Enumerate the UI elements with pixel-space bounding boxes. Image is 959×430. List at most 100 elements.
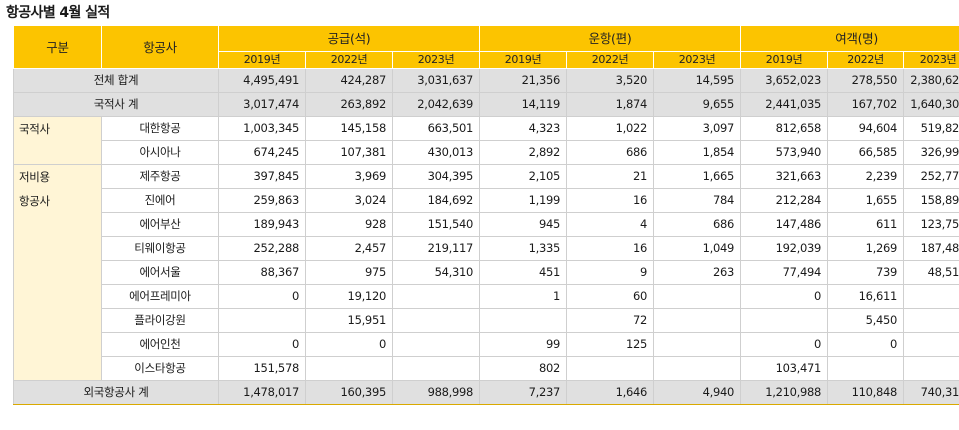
table-cell: 573,940 xyxy=(740,140,829,165)
header-year: 2019년 xyxy=(218,51,306,69)
table-cell: 0 xyxy=(218,284,306,309)
table-cell xyxy=(391,284,481,309)
table-cell: 123,757 xyxy=(903,212,959,237)
table-cell: 424,287 xyxy=(305,68,393,93)
table-cell: 304,395 xyxy=(391,164,481,189)
table-cell: 151,540 xyxy=(391,212,481,237)
table-cell: 3,017,474 xyxy=(218,92,306,117)
header-supply-seats: 공급(석) xyxy=(217,25,481,52)
table-cell: 2,457 xyxy=(305,236,393,261)
airline-name: 대한항공 xyxy=(101,116,219,141)
table-row: 국적사 대한항공 1,003,345 145,158 663,501 4,323 1,022… xyxy=(13,116,959,165)
airline-name: 진에어 xyxy=(101,188,219,213)
table-cell: 110,848 xyxy=(827,380,905,405)
airline-name: 에어부산 xyxy=(101,212,219,237)
airline-name: 아시아나 xyxy=(101,140,219,165)
table-cell: 4,940 xyxy=(653,380,742,405)
table-cell xyxy=(653,284,742,309)
table-cell: 77,494 xyxy=(740,260,829,285)
table-cell: 4,495,491 xyxy=(218,68,306,93)
table-cell: 14,595 xyxy=(653,68,742,93)
table-cell: 192,039 xyxy=(740,236,829,261)
table-cell: 14,119 xyxy=(479,92,568,117)
table-cell xyxy=(903,356,959,381)
table-cell: 1,335 xyxy=(479,236,568,261)
table-cell xyxy=(740,308,829,333)
table-row: 이스타항공 151,578 802 103,471 xyxy=(14,356,959,381)
table-cell: 72 xyxy=(566,308,655,333)
table-cell xyxy=(305,356,393,381)
table-cell xyxy=(903,284,959,309)
table-cell xyxy=(653,356,742,381)
table-cell: 686 xyxy=(566,140,655,165)
header-category: 구분 xyxy=(13,25,102,69)
header-year: 2023년 xyxy=(903,51,959,69)
airline-name: 제주항공 xyxy=(101,164,219,189)
header-year: 2022년 xyxy=(827,51,905,69)
table-cell: 103,471 xyxy=(740,356,829,381)
summary-row: 전체 합계 4,495,491 424,287 3,031,637 21,356 3,52… xyxy=(13,68,959,93)
table-cell: 4 xyxy=(566,212,655,237)
table-cell: 5,450 xyxy=(827,308,905,333)
table-cell: 7,237 xyxy=(479,380,568,405)
table-row: 저비용 항공사 제주항공 397,845 3,969 304,395 2,105 21 1,6… xyxy=(13,164,959,381)
table-cell: 988,998 xyxy=(391,380,481,405)
table-cell: 9,655 xyxy=(653,92,742,117)
table-cell: 611 xyxy=(827,212,905,237)
table-cell: 2,105 xyxy=(479,164,568,189)
table-cell: 812,658 xyxy=(740,116,829,141)
table-title: 항공사별 4월 실적 xyxy=(6,5,110,21)
table-cell: 160,395 xyxy=(305,380,393,405)
table-cell: 802 xyxy=(479,356,568,381)
foreign-airlines-total-row: 외국항공사 계 1,478,017 160,395 988,998 7,237 1,646… xyxy=(13,380,959,405)
airline-name: 에어서울 xyxy=(101,260,219,285)
group-label: 저비용 항공사 xyxy=(13,164,102,381)
airline-april-results-table: 구분 항공사 공급(석) 운항(편) 여객(명) 2019년 2022년 202… xyxy=(13,25,959,405)
table-header: 구분 항공사 공급(석) 운항(편) 여객(명) 2019년 2022년 202… xyxy=(13,25,959,69)
summary-row: 국적사 계 3,017,474 263,892 2,042,639 14,119 1,87… xyxy=(13,92,959,117)
table-cell: 145,158 xyxy=(305,116,393,141)
table-cell: 125 xyxy=(566,332,655,357)
table-cell: 2,239 xyxy=(827,164,905,189)
table-cell: 94,604 xyxy=(827,116,905,141)
table-row: 에어프레미아 0 19,120 1 60 0 16,611 xyxy=(14,284,959,309)
table-cell: 66,585 xyxy=(827,140,905,165)
header-year: 2023년 xyxy=(391,51,481,69)
table-row: 플라이강원 15,951 72 5,450 xyxy=(14,308,959,333)
table-cell: 3,097 xyxy=(653,116,742,141)
table-cell: 3,031,637 xyxy=(391,68,481,93)
table-cell: 2,441,035 xyxy=(740,92,829,117)
table-row: 에어부산 189,943 928 151,540 945 4 686 147,486 611 12… xyxy=(14,212,959,237)
summary-row-label: 전체 합계 xyxy=(13,68,219,93)
table-cell: 945 xyxy=(479,212,568,237)
table-cell: 263 xyxy=(653,260,742,285)
table-row: 티웨이항공 252,288 2,457 219,117 1,335 16 1,049 192,… xyxy=(14,236,959,261)
table-cell: 99 xyxy=(479,332,568,357)
table-row: 진에어 259,863 3,024 184,692 1,199 16 784 212,284 1… xyxy=(14,188,959,213)
table-cell: 184,692 xyxy=(391,188,481,213)
airline-name: 이스타항공 xyxy=(101,356,219,381)
table-cell xyxy=(653,332,742,357)
airline-name: 티웨이항공 xyxy=(101,236,219,261)
table-cell: 0 xyxy=(218,332,306,357)
table-cell: 674,245 xyxy=(218,140,306,165)
table-cell xyxy=(653,308,742,333)
table-cell: 147,486 xyxy=(740,212,829,237)
table-cell: 784 xyxy=(653,188,742,213)
table-cell xyxy=(566,356,655,381)
group-label: 국적사 xyxy=(13,116,102,165)
table-row: 에어서울 88,367 975 54,310 451 9 263 77,494 739 48,51… xyxy=(14,260,959,285)
table-cell: 686 xyxy=(653,212,742,237)
table-cell: 16 xyxy=(566,188,655,213)
table-cell: 430,013 xyxy=(391,140,481,165)
table-cell: 1 xyxy=(479,284,568,309)
table-cell: 1,003,345 xyxy=(218,116,306,141)
table-cell: 0 xyxy=(740,284,829,309)
table-row: 에어인천 0 0 99 125 0 0 xyxy=(14,332,959,357)
table-cell: 519,826 xyxy=(903,116,959,141)
table-cell: 3,969 xyxy=(305,164,393,189)
header-passengers: 여객(명) xyxy=(740,25,959,52)
table-cell: 60 xyxy=(566,284,655,309)
table-cell xyxy=(391,356,481,381)
table-body: 전체 합계 4,495,491 424,287 3,031,637 21,356 3,52… xyxy=(13,68,959,405)
